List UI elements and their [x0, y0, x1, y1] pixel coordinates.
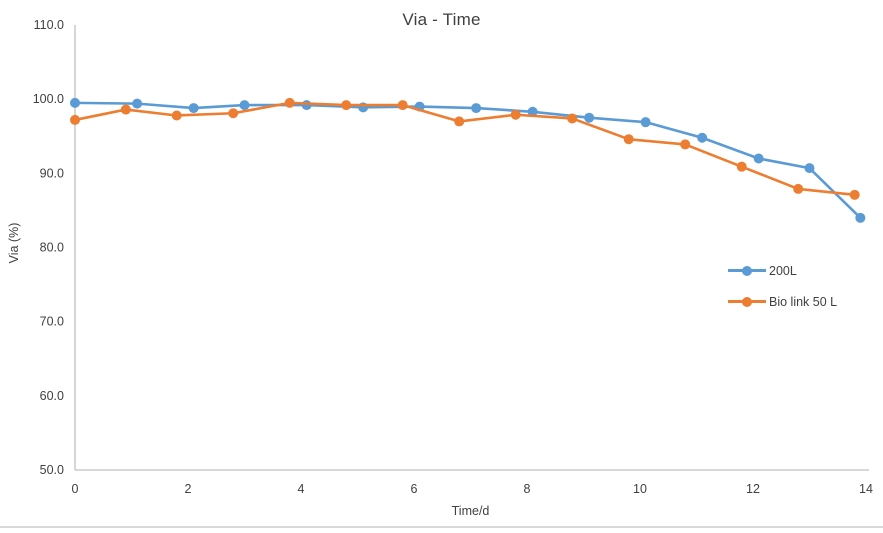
- data-point-marker: [855, 212, 866, 223]
- data-point-marker: [697, 132, 708, 143]
- y-tick-label: 70.0: [40, 315, 64, 329]
- data-point-marker: [584, 112, 595, 123]
- data-point-marker: [228, 108, 239, 119]
- data-point-marker: [736, 161, 747, 172]
- data-point-marker: [70, 97, 80, 108]
- data-point-marker: [397, 100, 408, 111]
- x-tick-label: 4: [298, 482, 305, 496]
- legend-label-200l: 200L: [769, 263, 797, 278]
- data-point-marker: [527, 106, 538, 117]
- legend: 200L Bio link 50 L: [728, 255, 837, 317]
- data-point-marker: [804, 163, 815, 174]
- data-point-marker: [849, 189, 860, 200]
- legend-label-bio-link-50l: Bio link 50 L: [769, 294, 838, 309]
- x-tick-label: 10: [633, 482, 647, 496]
- x-axis-title: Time/d: [451, 504, 490, 518]
- data-point-marker: [793, 183, 804, 194]
- legend-marker-icon: [742, 265, 752, 276]
- data-point-marker: [120, 104, 131, 115]
- data-point-marker: [623, 134, 634, 145]
- data-point-marker: [70, 114, 80, 125]
- x-tick-label: 0: [72, 482, 79, 496]
- legend-item-bio-link-50l: Bio link 50 L: [728, 286, 837, 317]
- data-point-marker: [301, 100, 312, 111]
- y-axis-title: Via (%): [7, 222, 21, 264]
- data-point-marker: [188, 103, 199, 114]
- y-tick-label: 110.0: [34, 18, 64, 32]
- y-tick-label: 100.0: [33, 92, 64, 106]
- data-point-marker: [341, 100, 352, 111]
- x-tick-label: 14: [859, 482, 873, 496]
- chart-title: Via - Time: [402, 10, 481, 29]
- data-point-marker: [471, 103, 482, 114]
- data-point-marker: [510, 109, 521, 120]
- x-tick-label: 8: [524, 482, 531, 496]
- legend-marker-icon: [742, 296, 752, 307]
- legend-line-200l: [728, 265, 766, 276]
- x-tick-label: 2: [185, 482, 192, 496]
- y-tick-label: 90.0: [40, 166, 64, 180]
- data-point-marker: [680, 139, 691, 150]
- legend-line-bio-link-50l: [728, 296, 766, 307]
- data-point-marker: [567, 113, 578, 124]
- y-tick-label: 60.0: [40, 389, 64, 403]
- data-point-marker: [171, 110, 182, 121]
- y-tick-label: 50.0: [40, 463, 64, 477]
- data-point-marker: [284, 97, 295, 108]
- data-point-marker: [454, 116, 465, 127]
- series-line-bio-link-50-l: [73, 101, 857, 197]
- x-tick-label: 6: [411, 482, 418, 496]
- data-point-marker: [132, 98, 143, 109]
- legend-item-200l: 200L: [728, 255, 837, 286]
- y-tick-label: 80.0: [40, 241, 64, 255]
- data-point-marker: [640, 117, 651, 128]
- x-tick-label: 12: [746, 482, 760, 496]
- window-bottom-border: [0, 526, 883, 528]
- data-point-marker: [239, 100, 250, 111]
- data-point-marker: [753, 153, 764, 164]
